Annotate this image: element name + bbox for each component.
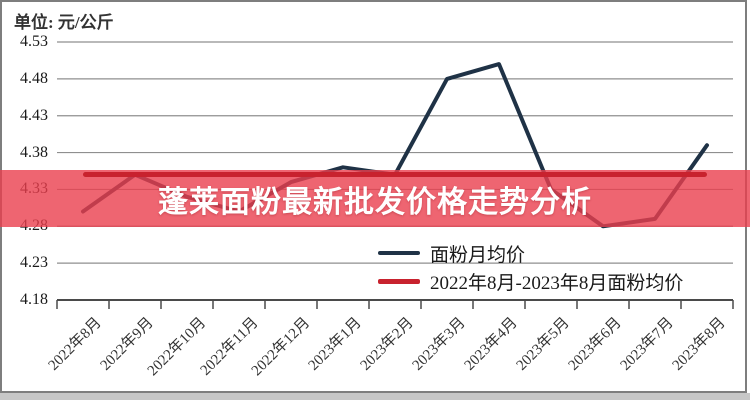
- legend-line-sample-navy: [378, 251, 420, 255]
- chart-title: 蓬莱面粉最新批发价格走势分析: [158, 185, 592, 219]
- y-tick-label: 4.38: [20, 143, 48, 161]
- page-background-strip: [0, 393, 750, 400]
- legend-item-average-price: 2022年8月-2023年8月面粉均价: [375, 267, 683, 295]
- legend: 面粉月均价 2022年8月-2023年8月面粉均价: [375, 239, 683, 295]
- legend-item-monthly-price: 面粉月均价: [375, 239, 683, 267]
- y-tick-label: 4.23: [20, 254, 48, 272]
- y-tick-label: 4.48: [20, 69, 48, 87]
- legend-label-average-price: 2022年8月-2023年8月面粉均价: [430, 272, 684, 294]
- y-tick-label: 4.18: [20, 291, 48, 308]
- legend-line-sample-red: [378, 278, 420, 284]
- y-tick-label: 4.53: [20, 33, 48, 50]
- unit-label: 单位: 元/公斤: [14, 13, 114, 32]
- y-tick-label: 4.43: [20, 106, 48, 124]
- average-price-line: [83, 172, 707, 178]
- title-banner: 蓬莱面粉最新批发价格走势分析: [0, 170, 750, 227]
- legend-label-monthly-price: 面粉月均价: [430, 244, 526, 266]
